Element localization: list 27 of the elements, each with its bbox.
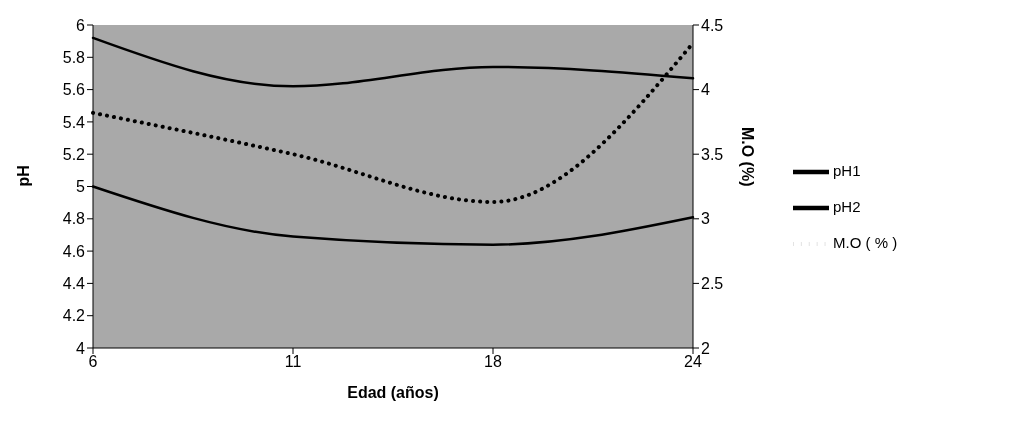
y-tick-label: 4.6 <box>62 242 86 260</box>
x-tick-label: 18 <box>484 353 502 371</box>
x-tick-label: 11 <box>284 353 302 371</box>
legend-label: pH2 <box>833 198 861 216</box>
x-axis-title: Edad (años) <box>347 384 439 401</box>
legend-label: M.O ( % ) <box>833 234 898 252</box>
legend-label: pH1 <box>833 162 861 180</box>
x-tick-label: 6 <box>88 353 98 371</box>
y-tick-label: 4.8 <box>62 210 86 228</box>
y-tick-label: 5.6 <box>62 81 86 99</box>
y-tick-label: 4.2 <box>62 307 86 325</box>
y2-tick-label: 3 <box>701 210 710 228</box>
y-tick-label: 5 <box>76 178 86 196</box>
y-tick-label: 5.2 <box>62 145 86 163</box>
y2-tick-label: 4 <box>701 81 710 99</box>
y2-axis-title: M.O (%) <box>739 126 757 187</box>
y-tick-label: 6 <box>76 16 86 34</box>
y2-tick-label: 2.5 <box>701 275 724 293</box>
y2-tick-label: 4.5 <box>701 16 724 34</box>
y2-tick-label: 2 <box>701 339 710 357</box>
y-tick-label: 4.4 <box>62 275 86 293</box>
y-tick-label: 4 <box>76 339 86 357</box>
y-tick-label: 5.4 <box>62 113 86 131</box>
y-axis-title: pH <box>14 165 32 187</box>
x-tick-label: 24 <box>684 353 702 371</box>
y2-tick-label: 3.5 <box>701 145 724 163</box>
y-tick-label: 5.8 <box>62 48 86 66</box>
